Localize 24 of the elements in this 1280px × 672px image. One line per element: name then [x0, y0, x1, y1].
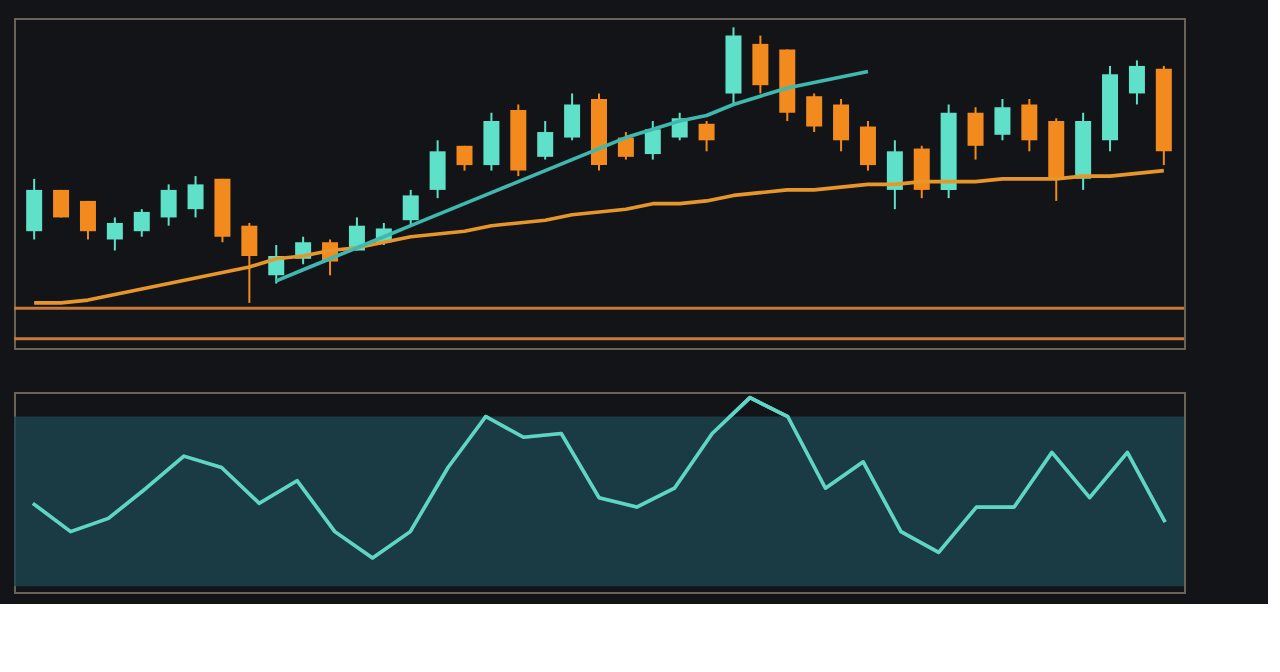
candlestick: [1128, 59, 1145, 106]
candlestick: [1021, 97, 1038, 153]
candlestick: [133, 208, 150, 238]
candlestick: [79, 199, 96, 241]
candlestick: [187, 175, 204, 219]
candlestick: [483, 111, 500, 172]
candlestick: [429, 139, 446, 200]
candlestick: [26, 177, 43, 241]
candlestick: [106, 216, 123, 252]
candlestick: [644, 120, 661, 161]
candlestick: [806, 92, 823, 134]
candlestick: [886, 139, 903, 211]
candlestick: [402, 188, 419, 227]
candlestick: [833, 97, 850, 153]
candlestick: [456, 144, 473, 172]
candlestick: [752, 34, 769, 95]
candlestick: [537, 120, 554, 161]
candlestick: [617, 131, 634, 161]
candlestick: [859, 120, 876, 172]
candlestick: [698, 120, 715, 153]
candlestick: [564, 92, 581, 142]
candlestick: [967, 106, 984, 161]
candlestick: [994, 97, 1011, 142]
candlestick: [160, 183, 177, 227]
